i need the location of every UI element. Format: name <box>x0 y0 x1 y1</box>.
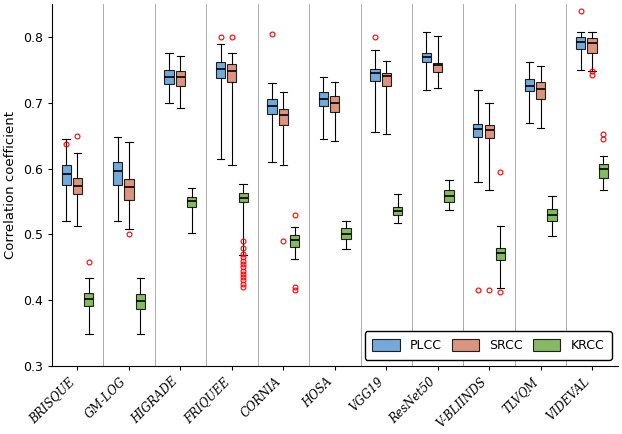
PathPatch shape <box>599 164 608 178</box>
PathPatch shape <box>136 294 145 309</box>
PathPatch shape <box>547 209 557 220</box>
PathPatch shape <box>227 64 236 82</box>
PathPatch shape <box>73 178 82 194</box>
PathPatch shape <box>393 207 402 215</box>
PathPatch shape <box>382 72 391 86</box>
PathPatch shape <box>84 293 93 306</box>
PathPatch shape <box>176 71 185 86</box>
PathPatch shape <box>319 92 328 106</box>
PathPatch shape <box>576 37 585 49</box>
PathPatch shape <box>485 125 494 138</box>
Y-axis label: Correlation coefficient: Correlation coefficient <box>4 111 17 259</box>
PathPatch shape <box>433 62 442 72</box>
PathPatch shape <box>536 82 545 99</box>
PathPatch shape <box>330 95 340 112</box>
Legend: PLCC, SRCC, KRCC: PLCC, SRCC, KRCC <box>364 331 611 360</box>
PathPatch shape <box>187 197 197 207</box>
PathPatch shape <box>290 235 299 247</box>
PathPatch shape <box>370 69 379 81</box>
PathPatch shape <box>587 38 596 53</box>
PathPatch shape <box>496 248 505 260</box>
PathPatch shape <box>267 99 277 114</box>
PathPatch shape <box>444 190 453 202</box>
PathPatch shape <box>124 179 134 200</box>
PathPatch shape <box>62 164 71 185</box>
PathPatch shape <box>164 70 174 84</box>
PathPatch shape <box>525 79 534 91</box>
PathPatch shape <box>422 53 431 62</box>
PathPatch shape <box>113 162 123 185</box>
PathPatch shape <box>341 228 351 239</box>
PathPatch shape <box>279 109 288 125</box>
PathPatch shape <box>216 62 225 79</box>
PathPatch shape <box>239 193 248 202</box>
PathPatch shape <box>473 124 483 137</box>
